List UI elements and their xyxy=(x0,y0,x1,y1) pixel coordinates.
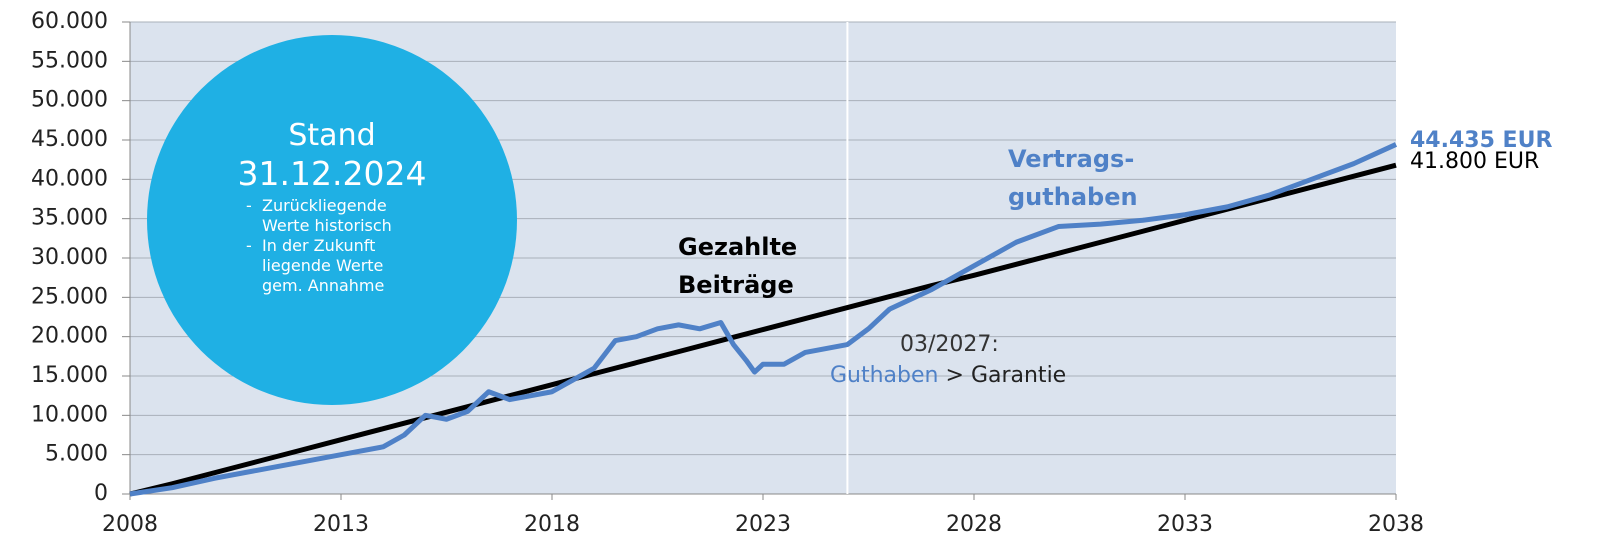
series-label: Vertrags-guthaben xyxy=(1008,145,1138,211)
end-label: 44.435 EUR xyxy=(1410,128,1553,154)
status-circle xyxy=(147,35,517,405)
y-tick-label: 20.000 xyxy=(31,324,108,349)
series-line xyxy=(129,142,1398,497)
y-tick-label: 15.000 xyxy=(31,363,108,388)
annotation-part: Garantie xyxy=(970,363,1067,388)
end-label: 41.800 EUR xyxy=(1410,149,1540,175)
series-label: Gezahlte Beiträge xyxy=(678,233,798,299)
x-tick-label: 2033 xyxy=(1157,512,1213,537)
status-title: Stand xyxy=(288,118,376,153)
y-tick-label: 30.000 xyxy=(31,245,108,270)
annotation-line: Guthaben > Garantie xyxy=(830,363,1066,388)
y-tick-label: 60.000 xyxy=(31,9,108,34)
x-tick-label: 2013 xyxy=(313,512,369,537)
annotation-part: > xyxy=(945,363,964,388)
y-tick-label: 45.000 xyxy=(31,127,108,152)
annotation-date: 03/2027: xyxy=(900,332,999,357)
series-line xyxy=(129,162,1397,497)
y-tick-label: 40.000 xyxy=(31,166,108,191)
y-tick-label: 0 xyxy=(94,481,108,506)
x-tick-label: 2028 xyxy=(946,512,1002,537)
status-item: In der Zukunft liegende Werte gem. Annah… xyxy=(262,236,432,296)
x-tick-label: 2018 xyxy=(524,512,580,537)
status-date: 31.12.2024 xyxy=(237,154,427,193)
x-tick-label: 2008 xyxy=(102,512,158,537)
y-tick-label: 55.000 xyxy=(31,48,108,73)
x-tick-label: 2023 xyxy=(735,512,791,537)
annotation-part: Guthaben xyxy=(830,363,939,388)
x-tick-label: 2038 xyxy=(1368,512,1424,537)
y-tick-label: 5.000 xyxy=(45,442,108,467)
status-item: Zurückliegende Werte historisch xyxy=(262,196,432,236)
y-tick-label: 50.000 xyxy=(31,88,108,113)
y-tick-label: 35.000 xyxy=(31,206,108,231)
status-list: Zurückliegende Werte historischIn der Zu… xyxy=(244,196,432,296)
y-tick-label: 10.000 xyxy=(31,402,108,427)
y-tick-label: 25.000 xyxy=(31,284,108,309)
